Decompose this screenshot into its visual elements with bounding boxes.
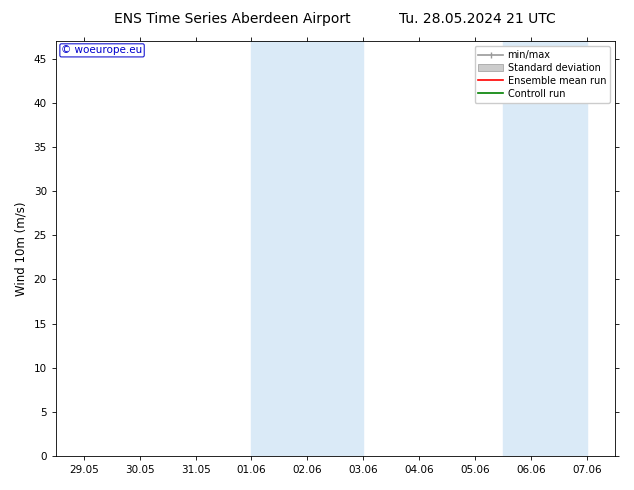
Bar [531,41,587,456]
Bar [503,41,531,456]
Text: © woeurope.eu: © woeurope.eu [61,46,143,55]
Legend: min/max, Standard deviation, Ensemble mean run, Controll run: min/max, Standard deviation, Ensemble me… [474,46,610,102]
Y-axis label: Wind 10m (m/s): Wind 10m (m/s) [15,201,28,296]
Bar [252,41,307,456]
Bar [307,41,363,456]
Text: ENS Time Series Aberdeen Airport: ENS Time Series Aberdeen Airport [114,12,351,26]
Text: Tu. 28.05.2024 21 UTC: Tu. 28.05.2024 21 UTC [399,12,556,26]
